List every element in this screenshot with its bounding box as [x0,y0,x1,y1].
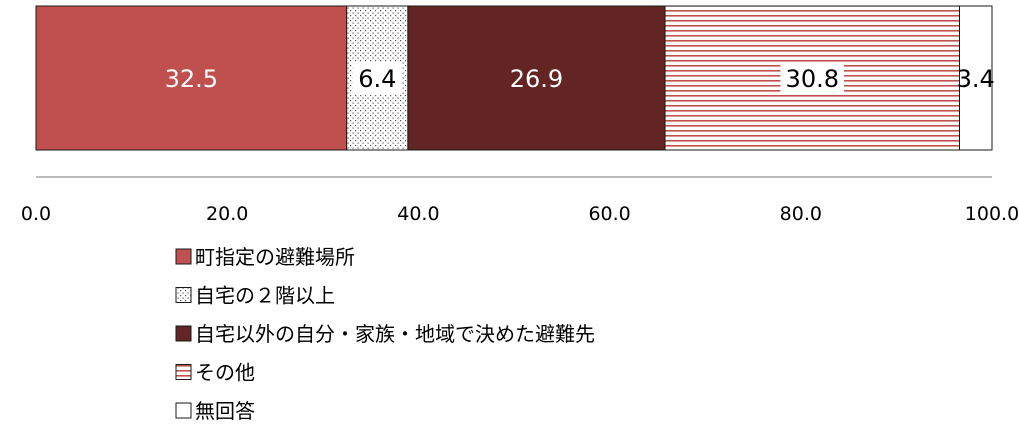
bar-segment-2 [407,5,666,151]
x-axis: 0.0 20.0 40.0 60.0 80.0 100.0 [21,176,1019,225]
x-tick-label-3: 60.0 [588,203,630,225]
legend: 町指定の避難場所自宅の２階以上自宅以外の自分・家族・地域で決めた避難先その他無回… [175,245,595,423]
x-tick-label-0: 0.0 [21,203,51,225]
legend-label-2: 自宅以外の自分・家族・地域で決めた避難先 [195,322,595,346]
x-tick-label-2: 40.0 [397,203,439,225]
legend-swatch-4 [175,402,192,419]
data-label-1: 6.4 [358,65,396,93]
legend-swatch-0 [175,248,192,265]
data-label-bg-3 [780,62,845,94]
bar-segment-0 [35,5,348,151]
legend-label-3: その他 [195,361,255,385]
x-tick-label-4: 80.0 [780,203,822,225]
data-label-3: 30.8 [786,65,839,93]
legend-label-0: 町指定の避難場所 [195,245,355,269]
data-label-2: 26.9 [510,65,563,93]
data-label-4: 3.4 [957,65,995,93]
bar-segment-4 [958,5,993,151]
legend-swatch-2 [175,325,192,342]
x-tick-label-1: 20.0 [206,203,248,225]
legend-swatch-3 [175,364,192,380]
data-label-bg-1 [352,62,402,94]
legend-label-4: 無回答 [195,399,255,423]
data-label-0: 32.5 [165,65,218,93]
bar-segments: 32.5 6.4 26.9 30.8 3.4 [35,5,995,151]
legend-label-1: 自宅の２階以上 [195,284,335,308]
x-tick-label-5: 100.0 [965,203,1019,225]
legend-swatch-1 [175,287,192,303]
